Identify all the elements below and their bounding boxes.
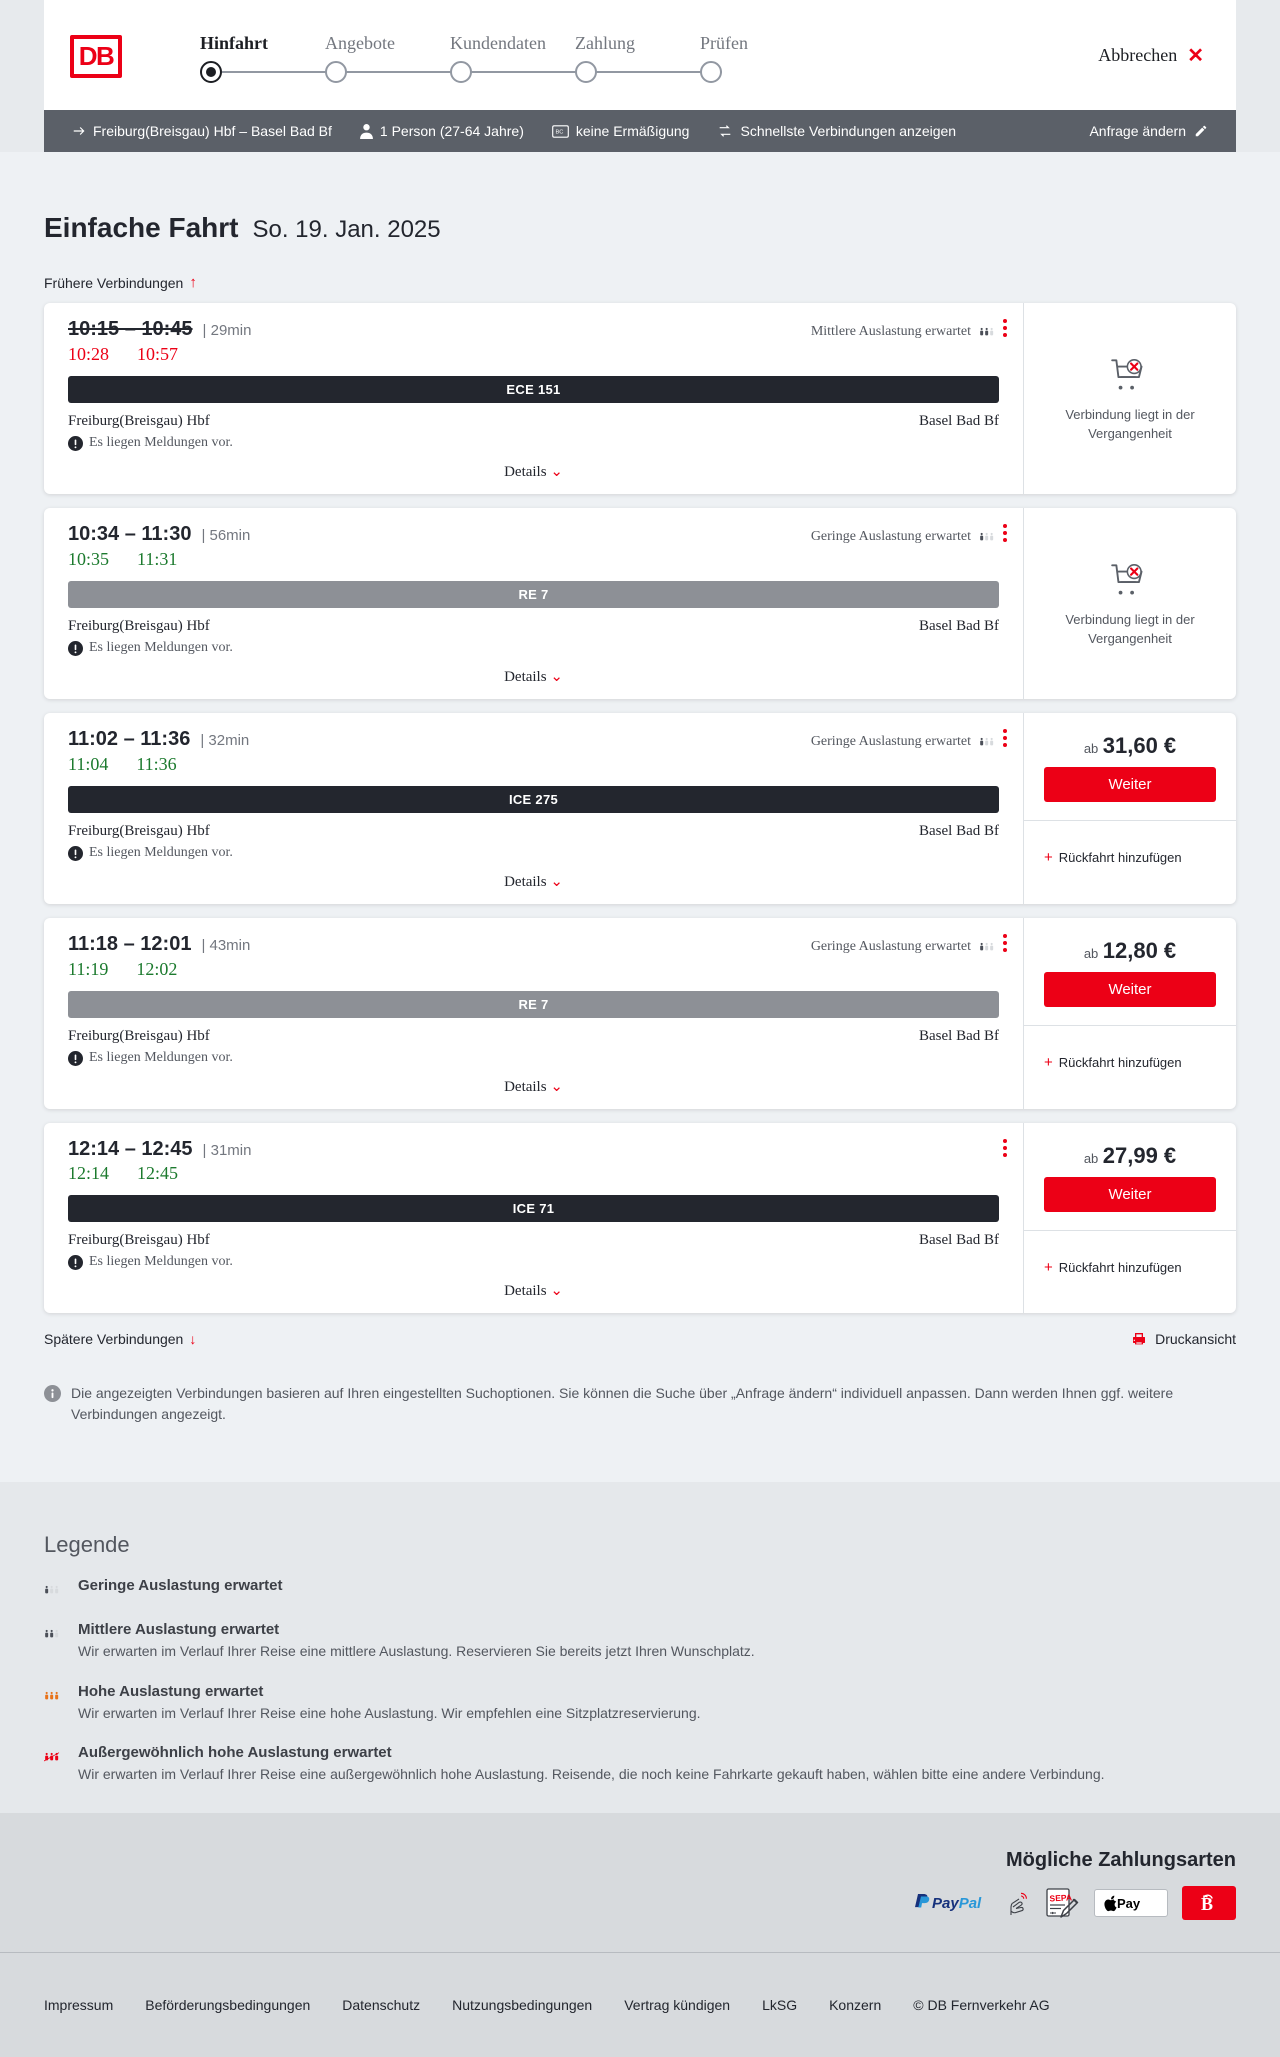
svg-text:BC: BC — [555, 129, 563, 135]
svg-text:Pay: Pay — [1117, 1896, 1141, 1911]
svg-text:PayPal: PayPal — [932, 1895, 982, 1912]
svg-text:SEPA: SEPA — [1049, 1892, 1072, 1903]
